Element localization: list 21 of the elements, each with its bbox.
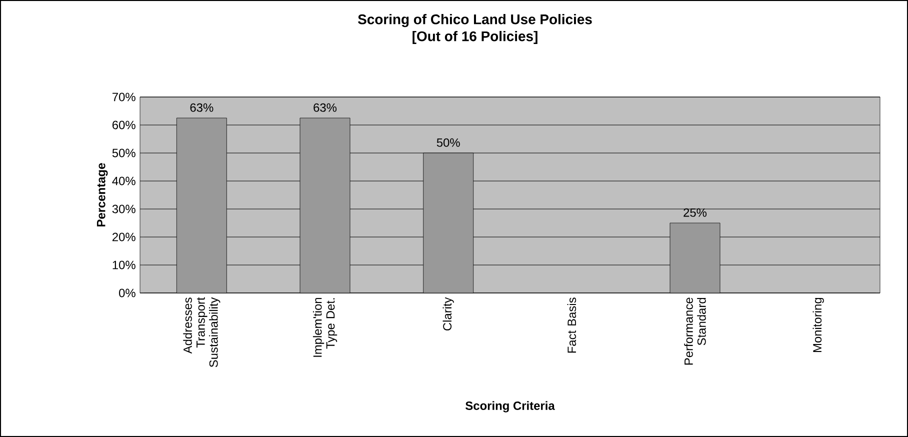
data-label: 50% [436,138,460,147]
x-tick-label: Addresses Transport Sustainability [183,297,220,368]
y-tick-label: 0% [119,288,136,298]
x-tick-label: Fact Basis [567,298,576,353]
y-tick-label: 60% [112,120,136,130]
y-tick-label: 30% [112,204,136,214]
data-label: 25% [684,208,707,217]
y-tick-label: 70% [112,92,136,102]
x-tick-label: Clarity [442,297,454,330]
y-tick-label: 10% [112,260,136,270]
x-tick-label: Monitoring [812,298,824,352]
y-axis-title: Percentage [96,163,108,226]
data-label: 63% [314,103,337,112]
x-axis-title: Scoring Criteria [466,401,555,412]
x-tick-label: Performance Standard [684,298,706,365]
y-tick-label: 40% [112,176,136,186]
chart-title: Scoring of Chico Land Use Policies [Out of 16 Policies] [358,14,592,44]
data-label: 63% [190,103,214,112]
y-tick-label: 20% [112,232,136,242]
y-tick-label: 50% [112,148,136,158]
x-tick-label: Implem'tion Type Det. [312,298,338,357]
